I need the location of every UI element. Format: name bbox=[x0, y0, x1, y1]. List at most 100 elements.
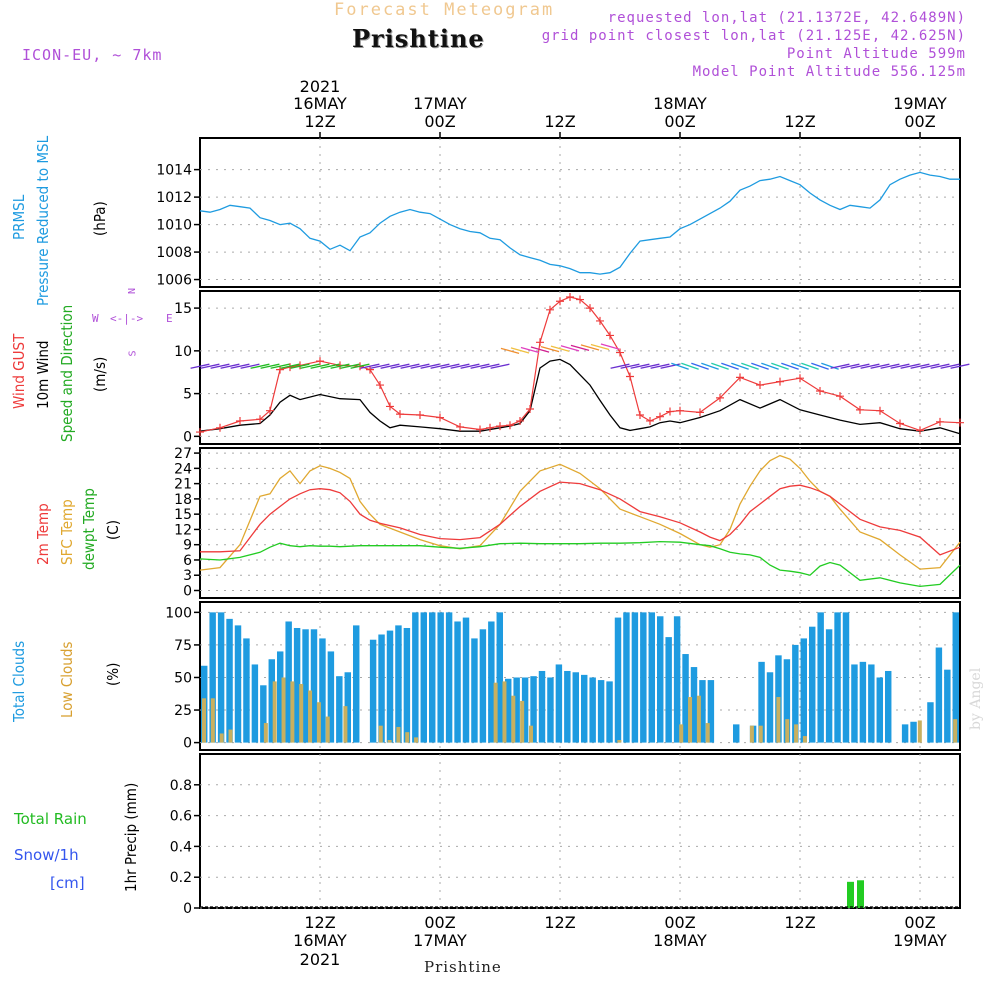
top-axis-date: 16MAY bbox=[293, 94, 347, 113]
total-cloud-bar bbox=[437, 612, 444, 743]
wind-direction-arrow bbox=[650, 363, 670, 369]
low-cloud-bar bbox=[511, 695, 516, 743]
bottom-axis-date: 18MAY bbox=[653, 931, 707, 950]
station-title: Prishtine bbox=[352, 24, 485, 53]
total-cloud-bar bbox=[589, 677, 596, 743]
low-cloud-bar bbox=[290, 681, 295, 743]
gust-marker bbox=[736, 373, 744, 382]
gust-marker bbox=[266, 406, 274, 415]
total-cloud-bar bbox=[758, 661, 765, 743]
ytick-label-temp: 12 bbox=[174, 522, 192, 538]
gust-marker bbox=[526, 404, 534, 413]
wind-direction-arrow bbox=[930, 363, 950, 369]
gust-marker bbox=[486, 423, 494, 432]
total-cloud-bar bbox=[614, 617, 622, 743]
low-cloud-bar bbox=[210, 698, 215, 743]
total-cloud-bar bbox=[665, 637, 672, 743]
gust-marker bbox=[776, 377, 784, 386]
wind-direction-arrow bbox=[830, 363, 850, 369]
wind-direction-arrow bbox=[811, 362, 829, 370]
wind-direction-arrow bbox=[791, 362, 809, 370]
total-cloud-bar bbox=[935, 647, 943, 743]
total-cloud-bar bbox=[631, 612, 639, 743]
wind-direction-arrow bbox=[950, 363, 970, 369]
total-cloud-bar bbox=[885, 670, 892, 743]
gust-marker bbox=[316, 357, 324, 366]
total-cloud-bar bbox=[952, 612, 959, 743]
wind-direction-arrow bbox=[380, 363, 400, 369]
wind-direction-arrow bbox=[290, 363, 310, 369]
low-cloud-bar bbox=[917, 720, 922, 743]
ytick-label-wind: 10 bbox=[174, 344, 192, 360]
ytick-label-temp: 9 bbox=[183, 538, 192, 554]
ytick-label-clouds: 25 bbox=[174, 703, 192, 719]
gust-marker bbox=[576, 295, 584, 304]
total-cloud-bar bbox=[521, 677, 529, 743]
footer-station: Prishtine bbox=[424, 958, 502, 976]
total-cloud-bar bbox=[657, 616, 664, 743]
panel-frame-pressure bbox=[199, 137, 961, 288]
total-cloud-bar bbox=[555, 664, 563, 743]
total-cloud-bar bbox=[429, 612, 436, 743]
ytick-label-temp: 6 bbox=[183, 553, 192, 569]
model-altitude: Model Point Altitude 556.125m bbox=[692, 64, 966, 80]
total-cloud-bar bbox=[597, 680, 605, 743]
total-cloud-bar bbox=[876, 677, 883, 743]
ytick-label-precip: 0.8 bbox=[170, 778, 192, 794]
total-cloud-bar bbox=[310, 629, 318, 743]
gust-marker bbox=[836, 392, 844, 401]
low-cloud-bar bbox=[679, 724, 684, 743]
total-cloud-bar bbox=[640, 612, 647, 743]
ytick-label-temp: 0 bbox=[183, 584, 192, 600]
ytick-label-wind: 5 bbox=[183, 387, 192, 403]
rain-bar bbox=[847, 881, 854, 908]
bottom-axis-time: 12Z bbox=[304, 913, 335, 932]
total-cloud-bar bbox=[792, 644, 799, 743]
top-axis-time: 12Z bbox=[304, 112, 335, 131]
wind-direction-arrow bbox=[801, 362, 819, 370]
wind-direction-arrow bbox=[771, 362, 789, 370]
total-cloud-bar bbox=[445, 612, 453, 743]
gust-marker bbox=[566, 292, 574, 301]
bottom-axis-time: 00Z bbox=[664, 913, 695, 932]
wind-direction-arrow bbox=[860, 363, 880, 369]
wind-direction-arrow bbox=[280, 363, 300, 369]
wind-direction-arrow bbox=[741, 362, 759, 370]
ytick-label-precip: 0 bbox=[183, 901, 192, 917]
wind-direction-arrow bbox=[870, 363, 890, 369]
low-cloud-bar bbox=[688, 697, 693, 743]
total-cloud-bar bbox=[834, 612, 841, 743]
wind-direction-arrow bbox=[430, 363, 450, 369]
low-cloud-bar bbox=[705, 723, 710, 743]
wind-direction-arrow bbox=[640, 363, 660, 369]
wind-direction-arrow bbox=[540, 345, 560, 353]
ytick-label-pressure: 1012 bbox=[156, 190, 192, 206]
wind-direction-arrow bbox=[190, 363, 210, 369]
total-cloud-bar bbox=[336, 676, 343, 743]
total-cloud-bar bbox=[690, 667, 698, 743]
total-cloud-bar bbox=[564, 670, 571, 743]
ytick-label-pressure: 1010 bbox=[156, 218, 192, 234]
gust-marker bbox=[626, 372, 634, 381]
wind-direction-arrow bbox=[530, 346, 550, 353]
app-title: Forecast Meteogram bbox=[334, 0, 555, 20]
low-cloud-bar bbox=[202, 698, 206, 743]
ytick-label-clouds: 100 bbox=[165, 605, 192, 621]
low-cloud-bar bbox=[802, 736, 807, 743]
wind-direction-arrow bbox=[550, 345, 570, 352]
bottom-axis-date: 17MAY bbox=[413, 931, 467, 950]
total-cloud-bar bbox=[243, 638, 250, 743]
top-axis-year: 2021 bbox=[300, 77, 341, 96]
snow-unit-label: [cm] bbox=[50, 874, 85, 892]
ytick-label-clouds: 50 bbox=[174, 670, 192, 686]
panel-frame-wind bbox=[199, 290, 961, 445]
total-cloud-bar bbox=[251, 664, 259, 743]
temp-2m-line bbox=[200, 481, 961, 556]
requested-coords: requested lon,lat (21.1372E, 42.6489N) bbox=[607, 10, 966, 26]
low-cloud-bar bbox=[281, 677, 286, 743]
total-cloud-bar bbox=[648, 612, 655, 743]
total-cloud-bar bbox=[868, 664, 875, 743]
wind-direction-arrow bbox=[330, 363, 350, 369]
compass-arrows: <-|-> bbox=[110, 312, 144, 325]
total-cloud-bar bbox=[412, 612, 419, 743]
